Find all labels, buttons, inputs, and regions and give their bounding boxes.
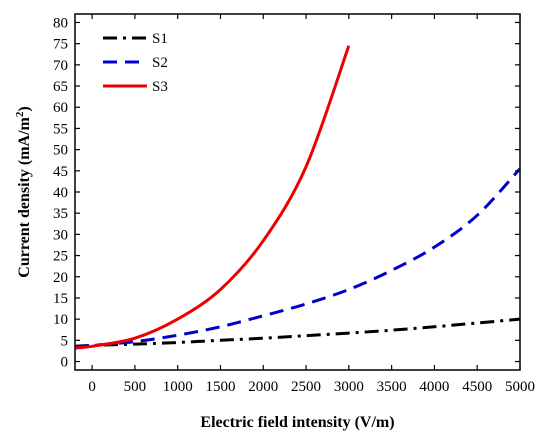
x-tick-label: 3000 [334,379,364,395]
y-tick-label: 60 [53,100,68,116]
y-tick-label: 25 [53,249,68,265]
x-tick-label: 4500 [462,379,492,395]
y-axis-title-superscript: 2 [14,111,26,117]
series-line-s1 [74,317,521,348]
y-axis-title-main: Current density (mA/m [16,116,33,277]
plot-frame [74,13,521,371]
x-tick-label: 1000 [163,379,193,395]
y-tick-label: 40 [53,185,68,201]
legend-label-s1: S1 [152,31,168,47]
y-tick-label: 55 [53,121,68,137]
series-layer [74,45,522,350]
legend-label-s2: S2 [152,55,168,71]
legend: S1 S2 S3 [103,31,168,95]
x-tick-label: 5000 [505,379,535,395]
y-tick-label: 45 [53,164,68,180]
x-tick-label: 500 [124,379,147,395]
x-tick-label: 0 [88,379,96,395]
y-axis-title-close: ) [16,106,33,111]
y-tick-label: 10 [53,312,68,328]
y-tick-label: 0 [61,355,69,371]
x-tick-label: 2500 [291,379,321,395]
x-tick-label: 3500 [377,379,407,395]
axes-layer: 0 500 1000 1500 2000 2500 3000 3500 4000 4500 5000… [53,13,535,395]
x-tick-label: 2000 [248,379,278,395]
y-tick-label: 75 [53,37,68,53]
y-tick-label: 70 [53,58,68,74]
x-tick-label: 4000 [419,379,449,395]
y-tick-label: 5 [61,333,69,349]
legend-label-s3: S3 [152,79,168,95]
series-line-s2 [74,167,522,349]
y-tick-label: 15 [53,291,68,307]
y-tick-label: 65 [53,79,68,95]
y-tick-label: 80 [53,15,68,31]
y-axis-title: Current density (mA/m2) [14,106,33,277]
y-tick-label: 50 [53,143,68,159]
y-tick-label: 20 [53,270,68,286]
y-tick-label: 30 [53,227,68,243]
series-line-s3 [74,45,351,350]
x-axis-title: Electric field intensity (V/m) [200,414,394,431]
y-tick-label: 35 [53,206,68,222]
x-tick-label: 1500 [205,379,235,395]
